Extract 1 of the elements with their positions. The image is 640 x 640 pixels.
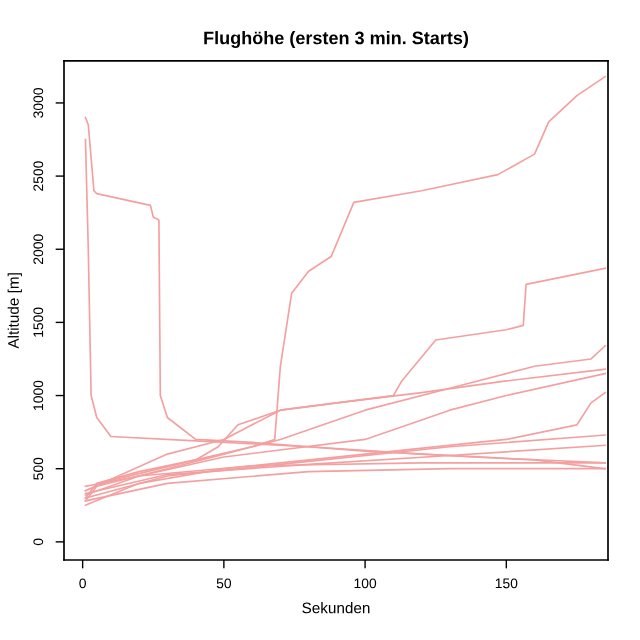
chart-title: Flughöhe (ersten 3 min. Starts) <box>204 31 469 48</box>
